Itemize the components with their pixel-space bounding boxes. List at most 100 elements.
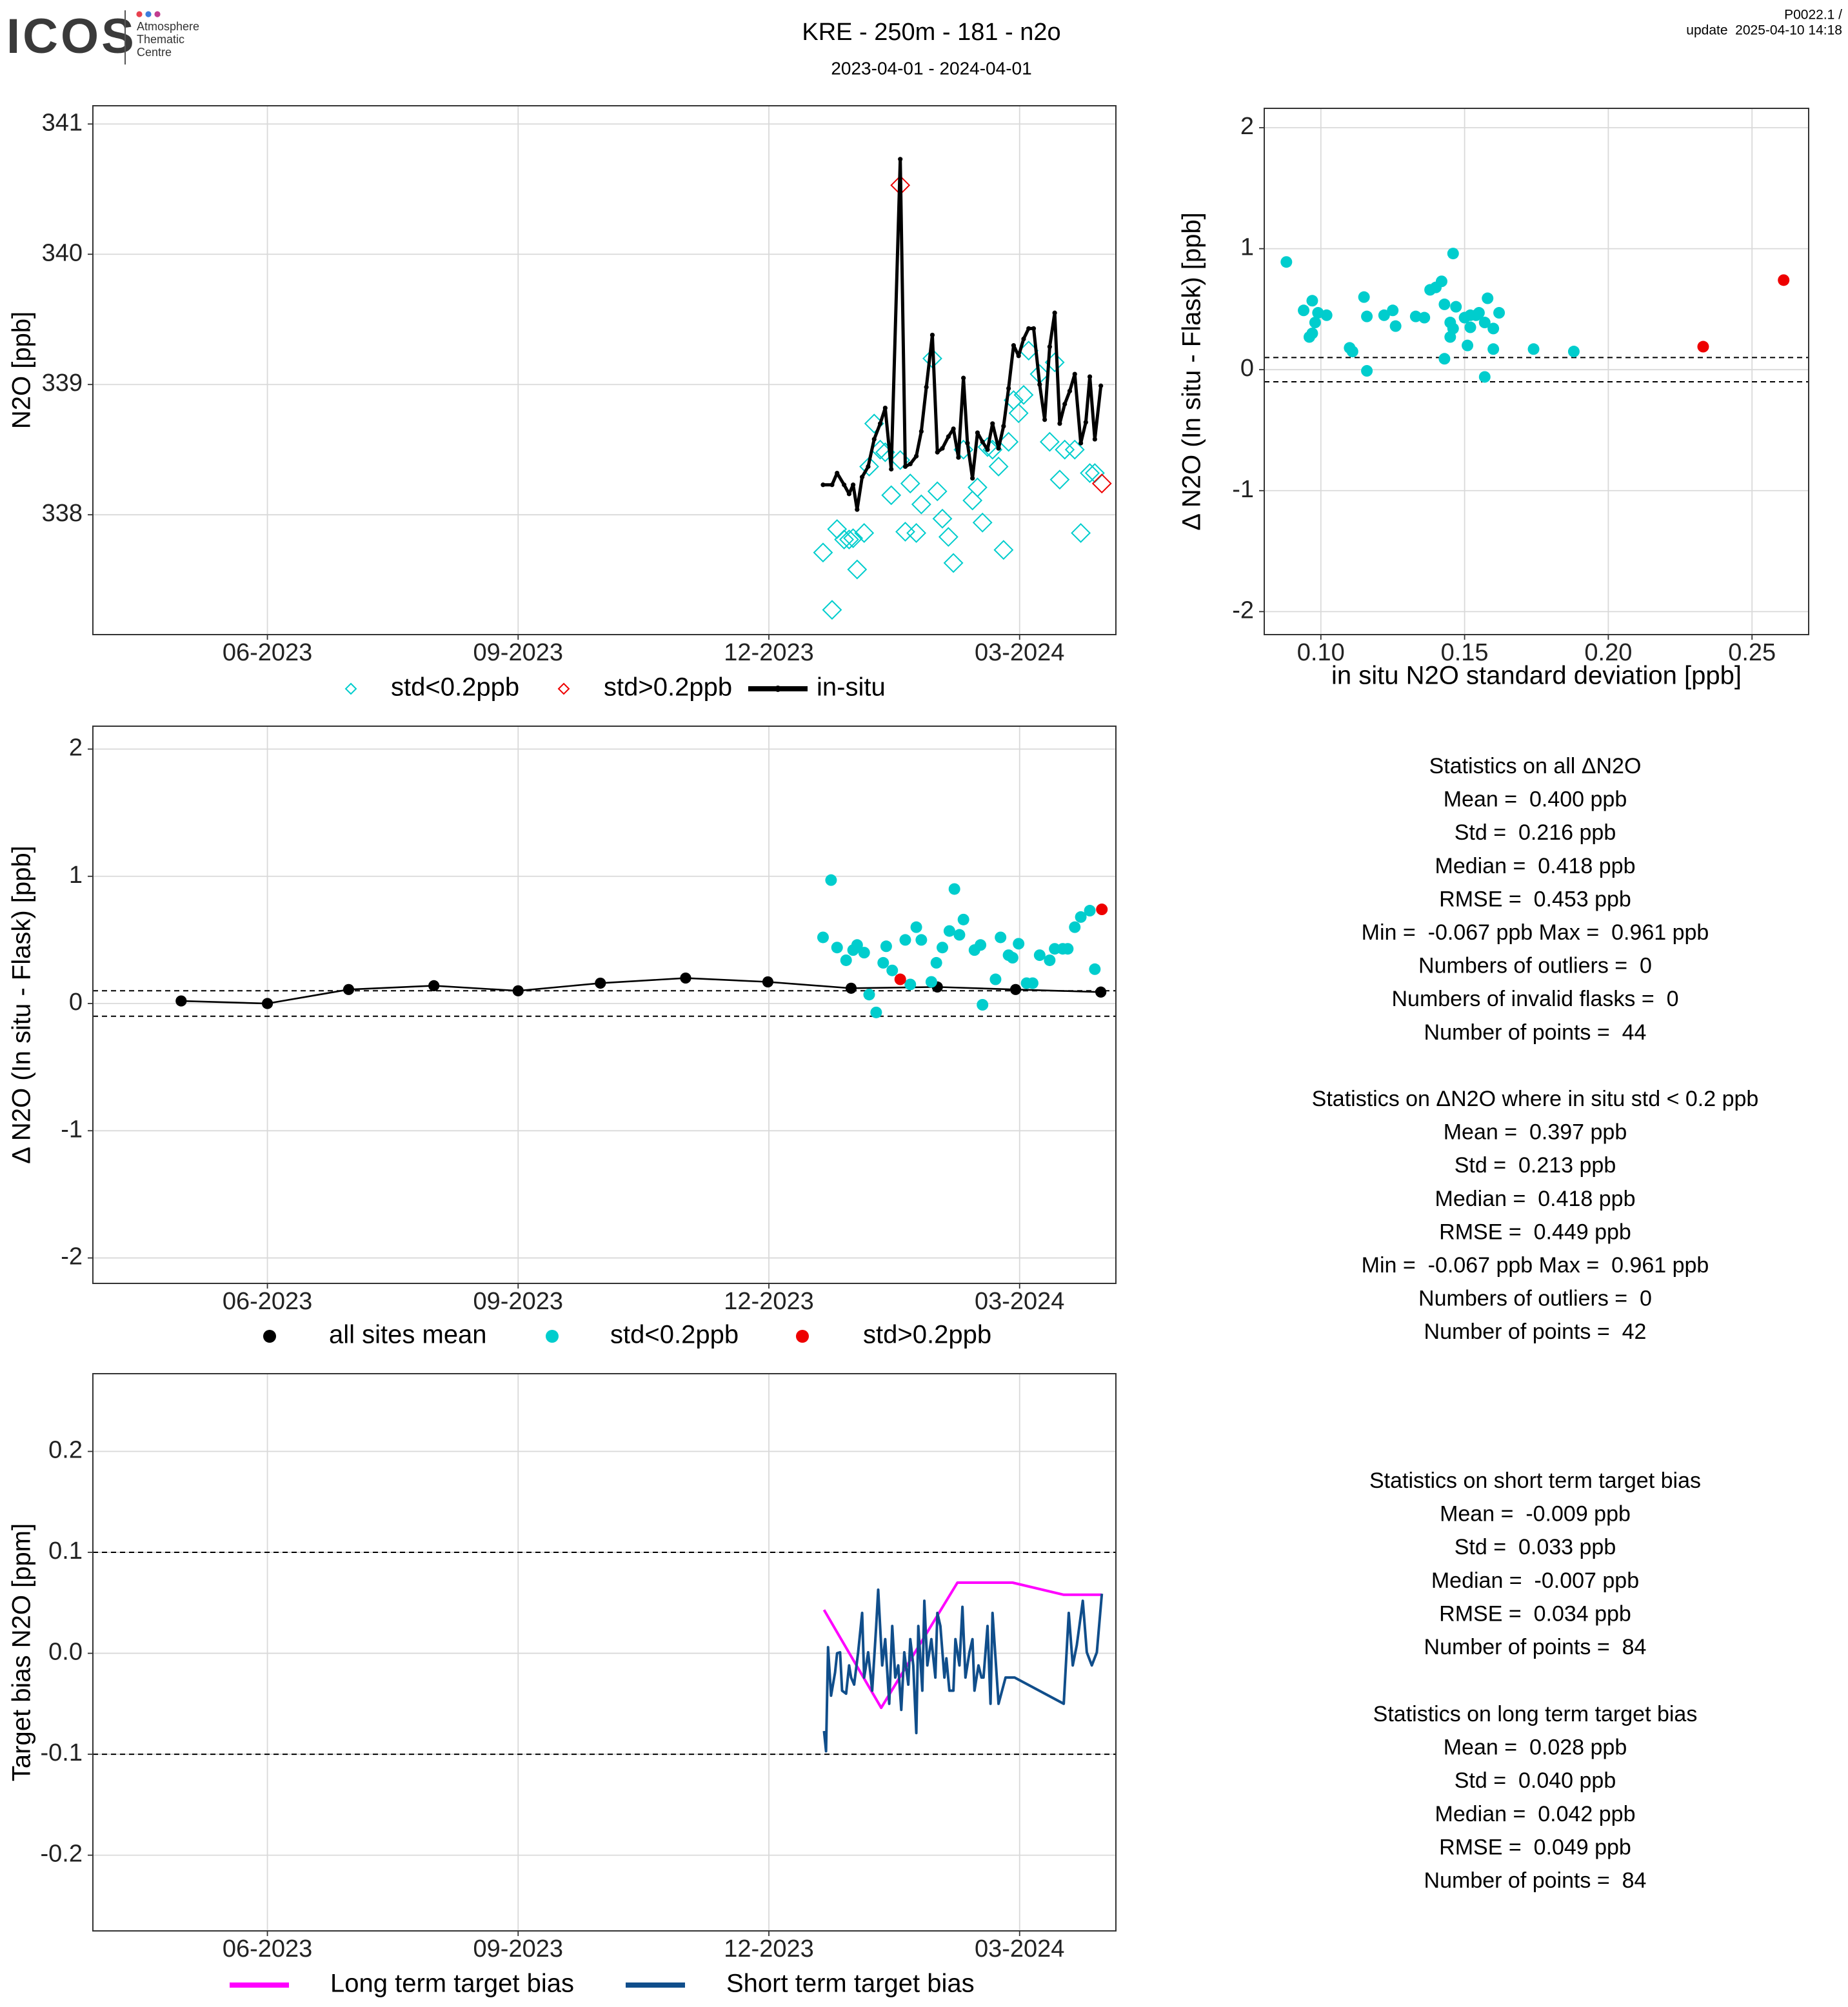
y-tick-label: 0 [1240,355,1254,382]
x-tick-label: 09-2023 [473,1935,563,1963]
data-point [1064,439,1085,460]
line-point [970,476,975,481]
line-point [935,450,940,455]
line-point [512,985,524,996]
x-tick-label: 12-2023 [724,1288,813,1315]
line-point [1016,353,1021,359]
line-point [965,440,970,446]
line-point [1098,383,1104,388]
line-point [908,461,913,467]
data-point [1567,346,1580,358]
stats-line: Numbers of invalid flasks = 0 [1391,987,1678,1011]
data-point [1527,343,1540,355]
line-point [845,982,857,994]
line-point [946,434,951,439]
line-point [261,998,273,1009]
line-point [1021,336,1026,342]
stats-line: Numbers of outliers = 0 [1418,954,1652,978]
stats-line: RMSE = 0.049 ppb [1439,1835,1631,1859]
data-point [988,457,1009,477]
stats-line: Median = 0.042 ppb [1435,1802,1636,1826]
data-point [843,528,864,548]
line-point [866,464,871,470]
x-tick-label: 03-2024 [975,1288,1064,1315]
x-tick-label: 06-2023 [223,639,312,666]
y-tick-label: -1 [1232,476,1254,503]
line-point [851,482,856,488]
stats-line: Number of points = 84 [1424,1868,1647,1893]
data-point [900,473,920,494]
y-tick-label: -0.2 [41,1841,83,1868]
line-point [1067,388,1073,393]
logo-subtitle: Centre [137,46,172,59]
legend-label: std>0.2ppb [863,1321,991,1349]
stats-line: Min = -0.067 ppb Max = 0.961 ppb [1362,920,1709,945]
y-tick-label: 0.2 [48,1437,83,1464]
data-point [1462,339,1474,351]
line-point [1062,401,1068,407]
data-point [932,508,953,529]
data-point [894,973,906,985]
data-point [1487,343,1500,355]
y-axis-title: N2O [ppb] [8,311,36,429]
line-point [842,482,847,488]
stats-line: Number of points = 84 [1424,1635,1647,1659]
data-point [1487,322,1500,335]
data-point [1280,256,1293,268]
x-tick-label: 09-2023 [473,639,563,666]
data-point [1069,921,1081,933]
data-point [1013,384,1034,405]
data-point [1478,371,1491,383]
data-point [1049,943,1061,955]
legend-swatch [546,1330,559,1343]
line-point [902,464,908,470]
line-point [1087,374,1093,379]
data-point [937,942,949,954]
data-point [977,437,998,457]
data-point [1044,954,1056,966]
stats-line: Number of points = 44 [1424,1020,1647,1045]
data-point [1438,298,1451,310]
data-point [1378,309,1390,321]
y-tick-label: 0.0 [48,1639,83,1666]
legend-label: in-situ [817,673,886,702]
data-point [1084,905,1096,917]
line-point [830,482,835,488]
plot-border [92,105,1117,635]
stats-line: Number of points = 42 [1424,1320,1647,1344]
series-line [181,977,1101,1005]
line-point [889,466,894,472]
x-tick-label: 06-2023 [223,1935,312,1963]
line-point [1001,424,1006,429]
data-point [915,934,928,946]
x-tick-label: 12-2023 [724,639,813,666]
data-point [1033,949,1046,962]
y-tick-label: 341 [42,109,83,136]
data-point [1026,977,1038,989]
line-point [882,405,888,411]
data-point [834,529,855,549]
legend-swatch [775,686,781,692]
data-point [989,973,1002,985]
series-line [822,1588,1104,1753]
stats-title: Statistics on short term target bias [1369,1468,1701,1493]
line-point [1095,986,1107,998]
y-tick-label: 338 [42,500,83,527]
data-point [880,940,892,953]
data-point [911,494,931,515]
x-axis-title: in situ N2O standard deviation [ppb] [1331,662,1742,690]
plot-area [93,106,1116,635]
legend-label: Long term target bias [330,1970,574,1998]
data-point [822,600,842,620]
x-tick-label: 03-2024 [975,1935,1064,1963]
line-point [595,977,606,989]
y-tick-label: 1 [1240,234,1254,261]
legend-swatch [344,682,357,695]
y-tick-label: -2 [61,1243,83,1270]
data-point [1361,310,1373,322]
line-point [913,453,919,459]
x-tick-label: 12-2023 [724,1935,813,1963]
data-point [1096,904,1108,916]
